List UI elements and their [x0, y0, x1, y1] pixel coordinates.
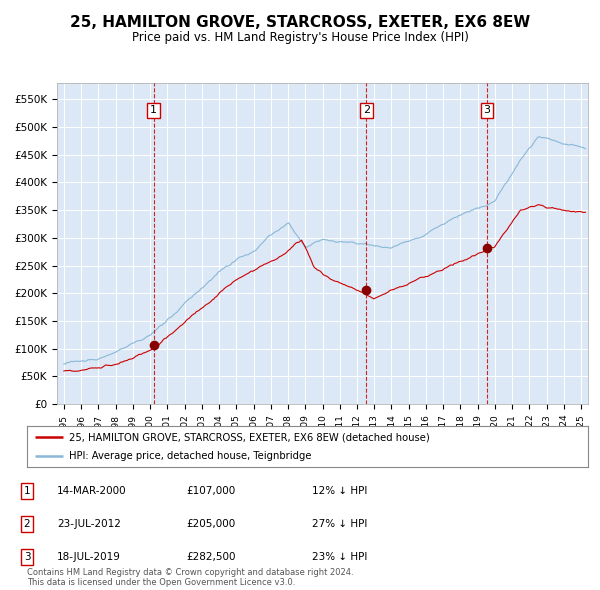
Text: 25, HAMILTON GROVE, STARCROSS, EXETER, EX6 8EW (detached house): 25, HAMILTON GROVE, STARCROSS, EXETER, E… [69, 432, 430, 442]
Text: 3: 3 [484, 106, 491, 115]
Text: HPI: Average price, detached house, Teignbridge: HPI: Average price, detached house, Teig… [69, 451, 311, 461]
Text: 1: 1 [150, 106, 157, 115]
Text: 12% ↓ HPI: 12% ↓ HPI [312, 486, 367, 496]
Text: Contains HM Land Registry data © Crown copyright and database right 2024.
This d: Contains HM Land Registry data © Crown c… [27, 568, 353, 587]
Text: £205,000: £205,000 [186, 519, 235, 529]
Text: 23% ↓ HPI: 23% ↓ HPI [312, 552, 367, 562]
Text: £282,500: £282,500 [186, 552, 235, 562]
Text: £107,000: £107,000 [186, 486, 235, 496]
Text: 23-JUL-2012: 23-JUL-2012 [57, 519, 121, 529]
Text: 1: 1 [23, 486, 31, 496]
Text: 2: 2 [363, 106, 370, 115]
Text: 18-JUL-2019: 18-JUL-2019 [57, 552, 121, 562]
Text: Price paid vs. HM Land Registry's House Price Index (HPI): Price paid vs. HM Land Registry's House … [131, 31, 469, 44]
Text: 27% ↓ HPI: 27% ↓ HPI [312, 519, 367, 529]
Text: 25, HAMILTON GROVE, STARCROSS, EXETER, EX6 8EW: 25, HAMILTON GROVE, STARCROSS, EXETER, E… [70, 15, 530, 30]
Text: 14-MAR-2000: 14-MAR-2000 [57, 486, 127, 496]
Text: 2: 2 [23, 519, 31, 529]
Text: 3: 3 [23, 552, 31, 562]
